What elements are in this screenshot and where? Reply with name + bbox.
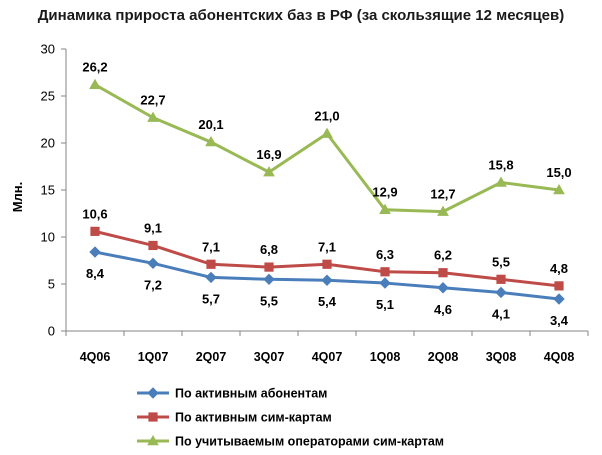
data-point bbox=[147, 111, 159, 122]
data-point bbox=[263, 166, 275, 177]
x-tick-label: 1Q07 bbox=[138, 350, 169, 364]
chart-title: Динамика прироста абонентских баз в РФ (… bbox=[38, 7, 564, 24]
series-diamond bbox=[89, 246, 565, 305]
data-point bbox=[264, 262, 274, 272]
data-point bbox=[438, 268, 448, 278]
data-point bbox=[437, 282, 449, 294]
data-point bbox=[553, 183, 565, 195]
data-label: 6,2 bbox=[434, 248, 452, 263]
data-point bbox=[147, 257, 159, 270]
y-tick-label: 25 bbox=[41, 89, 55, 104]
data-point bbox=[553, 293, 565, 305]
data-label: 21,0 bbox=[314, 109, 339, 124]
data-label: 7,2 bbox=[144, 277, 162, 292]
data-point bbox=[495, 176, 507, 187]
data-point bbox=[148, 240, 158, 251]
data-point bbox=[496, 274, 506, 284]
x-tick-label: 3Q07 bbox=[254, 350, 285, 364]
legend-swatch-marker bbox=[147, 387, 159, 399]
series-triangle bbox=[89, 78, 565, 216]
legend-label: По активным сим-картам bbox=[175, 411, 332, 425]
x-tick-label: 3Q08 bbox=[486, 350, 517, 364]
legend-item: По активным сим-картам bbox=[137, 411, 332, 425]
data-point bbox=[205, 271, 217, 284]
data-label: 5,5 bbox=[492, 254, 510, 269]
data-point bbox=[90, 226, 100, 236]
y-tick-label: 20 bbox=[41, 136, 55, 151]
y-tick-label: 30 bbox=[41, 42, 55, 57]
x-tick-label: 2Q08 bbox=[428, 350, 459, 364]
axes: 0 5 10 15 20 25 30 4Q06 1Q07 2Q07 3Q07 4Q07 1Q08 2Q08… bbox=[41, 42, 589, 364]
data-point bbox=[321, 274, 333, 286]
data-label: 10,6 bbox=[82, 206, 107, 221]
legend-swatch-marker bbox=[148, 412, 158, 422]
data-label: 5,1 bbox=[376, 297, 394, 312]
data-point bbox=[263, 273, 275, 286]
data-label: 5,7 bbox=[202, 291, 220, 306]
data-point bbox=[379, 203, 391, 214]
x-tick-label: 4Q08 bbox=[544, 350, 575, 364]
data-label: 12,9 bbox=[372, 185, 397, 200]
data-label: 8,4 bbox=[86, 266, 105, 281]
data-label: 4,8 bbox=[550, 261, 568, 276]
data-point bbox=[495, 286, 507, 299]
y-tick-label: 10 bbox=[41, 230, 55, 245]
data-point bbox=[206, 259, 216, 269]
data-label: 15,8 bbox=[488, 157, 513, 172]
data-label: 4,6 bbox=[434, 302, 452, 317]
x-tick-label: 1Q08 bbox=[370, 350, 401, 364]
data-labels: 8,4 7,2 5,7 5,5 5,4 5,1 4,6 4,1 3,4 10,6 9,1 7,1 6,8… bbox=[82, 60, 571, 328]
legend-item: По учитываемым операторами сим-картам bbox=[137, 435, 444, 449]
y-tick-label: 15 bbox=[41, 183, 55, 198]
data-point bbox=[437, 205, 449, 216]
data-label: 15,0 bbox=[546, 165, 571, 180]
x-tick-label: 4Q07 bbox=[312, 350, 343, 364]
legend-item: По активным абонентам bbox=[137, 387, 327, 401]
legend-swatch-marker bbox=[147, 434, 159, 446]
data-point bbox=[554, 281, 564, 291]
x-tick-label: 2Q07 bbox=[196, 350, 227, 364]
data-label: 9,1 bbox=[144, 220, 162, 235]
data-label: 7,1 bbox=[318, 239, 336, 254]
data-point bbox=[89, 78, 101, 89]
data-label: 12,7 bbox=[430, 187, 455, 202]
x-tick-label: 4Q06 bbox=[80, 350, 111, 364]
data-label: 3,4 bbox=[550, 313, 569, 328]
data-point bbox=[89, 246, 101, 258]
legend-label: По активным абонентам bbox=[175, 387, 327, 401]
data-label: 26,2 bbox=[82, 60, 107, 75]
data-label: 16,9 bbox=[256, 147, 281, 162]
data-point bbox=[379, 277, 391, 289]
legend: По активным абонентам По активным сим-кар… bbox=[137, 387, 444, 449]
data-label: 20,1 bbox=[198, 117, 223, 132]
series-layer bbox=[89, 78, 565, 305]
y-tick-label: 5 bbox=[48, 277, 55, 292]
y-axis-label: Млн. bbox=[10, 182, 25, 213]
data-point bbox=[321, 127, 333, 138]
y-tick-label: 0 bbox=[48, 324, 55, 339]
data-point bbox=[322, 259, 332, 269]
data-point bbox=[380, 267, 390, 277]
data-label: 7,1 bbox=[202, 239, 220, 254]
series-square bbox=[90, 226, 564, 291]
data-label: 6,3 bbox=[376, 247, 394, 262]
legend-label: По учитываемым операторами сим-картам bbox=[175, 435, 444, 449]
data-label: 5,4 bbox=[318, 294, 337, 309]
data-point bbox=[205, 136, 217, 147]
data-label: 6,8 bbox=[260, 242, 278, 257]
data-label: 22,7 bbox=[140, 93, 165, 108]
data-label: 5,5 bbox=[260, 293, 278, 308]
data-label: 4,1 bbox=[492, 306, 510, 321]
